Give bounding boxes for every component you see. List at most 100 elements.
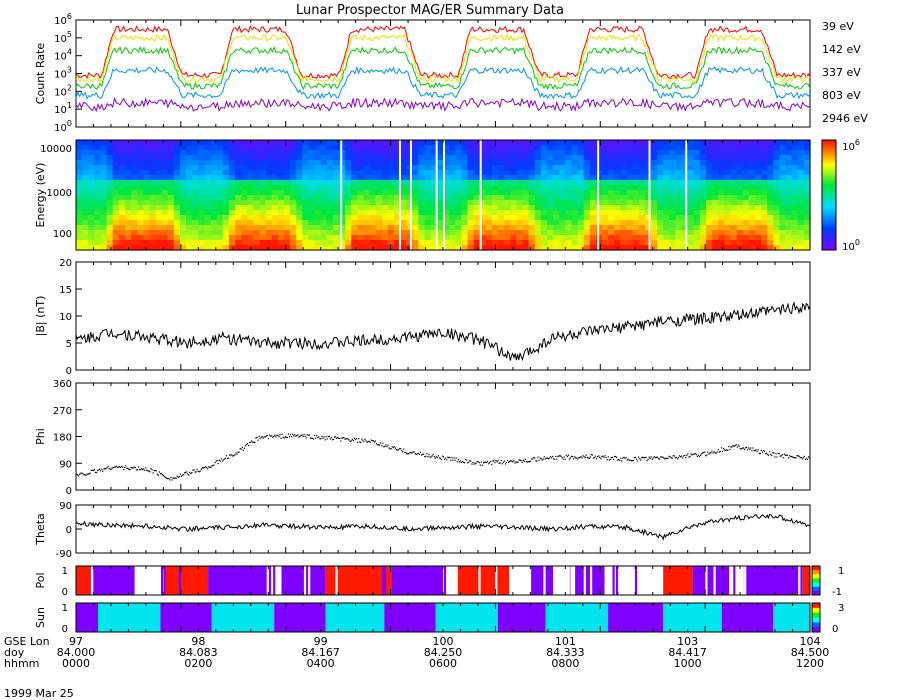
spectrogram-cell — [534, 160, 542, 166]
spectrogram-cell — [149, 195, 157, 201]
spectrogram-cell — [259, 240, 267, 246]
data-point — [582, 455, 584, 457]
spectrogram-cell — [602, 235, 609, 241]
spectrogram-cell — [559, 165, 566, 171]
spectrogram-cell — [534, 185, 542, 191]
polarity-segment — [227, 566, 230, 595]
data-point — [372, 440, 374, 442]
spectrogram-cell — [76, 200, 83, 206]
data-point — [583, 456, 585, 458]
spectrogram-cell — [742, 200, 750, 206]
spectrogram-cell — [155, 165, 163, 171]
spectrogram-cell — [803, 160, 811, 166]
spectrogram-cell — [614, 230, 621, 236]
data-point — [389, 448, 391, 450]
spectrogram-cell — [149, 160, 157, 166]
spectrogram-cell — [186, 140, 193, 146]
spectrogram-cell — [253, 145, 261, 151]
data-point — [140, 469, 142, 471]
spectrogram-cell — [394, 245, 401, 251]
spectrogram-cell — [345, 200, 352, 206]
spectrogram-cell — [632, 190, 640, 196]
data-point — [168, 477, 170, 480]
spectrogram-cell — [797, 240, 805, 246]
spectrogram-cell — [803, 215, 811, 221]
data-point — [353, 437, 356, 439]
spectrogram-cell — [326, 155, 334, 161]
spectrogram-cell — [534, 195, 542, 201]
spectrogram-cell — [424, 180, 432, 186]
spectrogram-cell — [406, 180, 413, 186]
spectrogram-cell — [381, 215, 389, 221]
spectrogram-cell — [449, 180, 456, 186]
spectrogram-cell — [149, 240, 157, 246]
spectrogram-cell — [712, 150, 719, 156]
spectrogram-cell — [363, 240, 371, 246]
spectrogram-cell — [748, 185, 756, 191]
spectrogram-cell — [94, 225, 101, 231]
spectrogram-cell — [204, 220, 212, 226]
data-point — [246, 443, 249, 445]
spectrogram-cell — [614, 150, 621, 156]
data-point — [214, 462, 216, 464]
spectrogram-cell — [216, 245, 224, 251]
data-point — [106, 467, 108, 469]
spectrogram-cell — [614, 175, 621, 181]
data-point — [735, 444, 737, 446]
spectrogram-cell — [485, 155, 493, 161]
spectrogram-cell — [143, 165, 150, 171]
spectrogram-cell — [406, 160, 413, 166]
spectrogram-cell — [412, 195, 420, 201]
data-point — [798, 455, 800, 457]
data-point — [796, 455, 798, 457]
spectrogram-cell — [528, 175, 536, 181]
spectrogram-cell — [681, 230, 689, 236]
spectrogram-cell — [131, 215, 138, 221]
spectrogram-cell — [375, 200, 383, 206]
spectrogram-cell — [339, 155, 346, 161]
spectrogram-cell — [491, 160, 499, 166]
spectrogram-cell — [198, 220, 205, 226]
spectrogram-cell — [241, 165, 248, 171]
spectrogram-cell — [198, 175, 205, 181]
data-point — [620, 457, 622, 459]
energy-colorbar-cell — [822, 209, 836, 212]
data-point — [554, 458, 556, 460]
spectrogram-cell — [681, 210, 689, 216]
spectrogram-cell — [461, 180, 469, 186]
spectrogram-cell — [443, 140, 450, 146]
sun-segment — [384, 603, 436, 632]
spectrogram-cell — [381, 150, 389, 156]
spectrogram-cell — [614, 165, 621, 171]
spectrogram-cell — [461, 195, 469, 201]
spectrogram-cell — [571, 240, 579, 246]
spectrogram-cell — [326, 235, 334, 241]
spectrogram-cell — [736, 240, 744, 246]
data-point — [630, 460, 632, 462]
count-rate-tick-label: 102 — [54, 83, 72, 98]
spectrogram-cell — [651, 195, 658, 201]
spectrogram-cell — [571, 140, 579, 146]
spectrogram-cell — [485, 160, 493, 166]
spectrogram-cell — [540, 160, 548, 166]
x-tick-lon: 104 — [800, 635, 821, 648]
count-rate-ylabel: Count Rate — [34, 43, 47, 105]
spectrogram-cell — [76, 150, 83, 156]
energy-colorbar-cell — [822, 228, 836, 231]
spectrogram-cell — [143, 150, 150, 156]
spectrogram-cell — [228, 230, 236, 236]
spectrogram-cell — [663, 165, 670, 171]
spectrogram-cell — [608, 230, 615, 236]
spectrogram-cell — [216, 180, 224, 186]
spectrogram-cell — [540, 200, 548, 206]
spectrogram-cell — [730, 200, 738, 206]
spectrogram-cell — [186, 240, 193, 246]
spectrogram-cell — [112, 245, 120, 251]
data-point — [279, 434, 281, 436]
spectrogram-cell — [94, 205, 101, 211]
spectrogram-cell — [797, 175, 805, 181]
spectrogram-cell — [381, 190, 389, 196]
data-point — [468, 461, 470, 463]
data-point — [569, 457, 572, 459]
spectrogram-cell — [718, 175, 725, 181]
